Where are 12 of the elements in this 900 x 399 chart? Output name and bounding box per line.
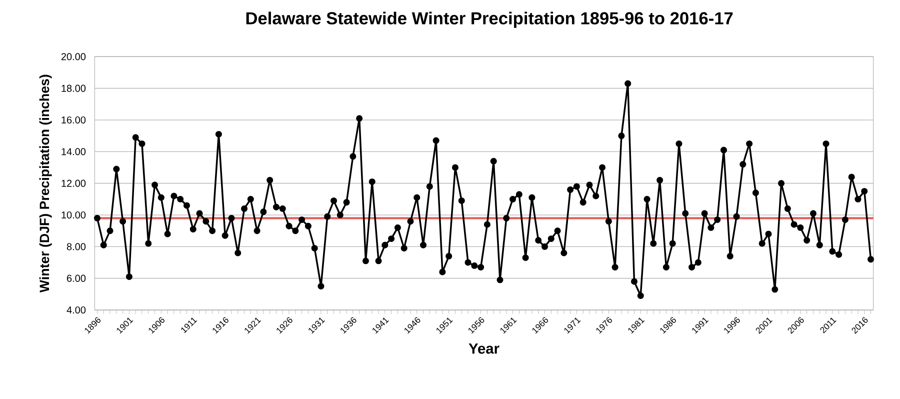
x-axis-title: Year	[468, 343, 500, 354]
y-tick-label: 14.00	[62, 148, 86, 156]
y-tick-label: 16.00	[62, 116, 86, 124]
y-tick-label: 6.00	[67, 274, 86, 282]
y-tick-label: 8.00	[66, 243, 86, 250]
y-tick-label: 18.00	[62, 84, 86, 92]
y-tick-label: 20.00	[61, 53, 86, 60]
y-axis-title: Winter (DJF) Precipitation (inches)	[39, 74, 52, 293]
y-tick-label: 12.00	[62, 180, 86, 187]
y-tick-label: 4.00	[66, 306, 86, 314]
y-tick-label: 10.00	[62, 211, 86, 219]
chart-title: Delaware Statewide Winter Precipitation 1895-96 to 2016-17	[246, 12, 733, 28]
